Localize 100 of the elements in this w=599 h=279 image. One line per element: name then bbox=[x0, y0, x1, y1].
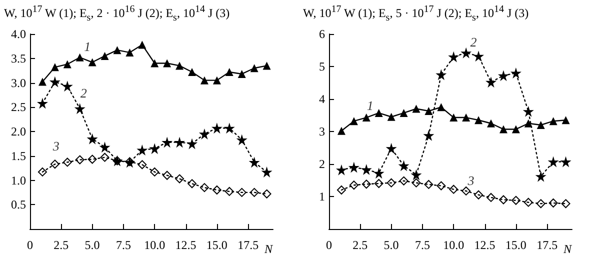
point bbox=[560, 156, 572, 168]
point bbox=[211, 122, 222, 134]
point bbox=[536, 121, 545, 129]
point bbox=[162, 170, 172, 180]
point bbox=[522, 106, 534, 117]
annotation: 1 bbox=[84, 39, 91, 54]
point bbox=[524, 119, 532, 128]
point bbox=[474, 116, 483, 124]
point bbox=[499, 125, 508, 134]
point bbox=[262, 62, 271, 70]
point bbox=[450, 114, 458, 122]
point bbox=[99, 142, 110, 153]
x-tick-label: 17.5 bbox=[238, 238, 259, 252]
point bbox=[424, 180, 434, 189]
x-tick-label: 7.5 bbox=[116, 238, 131, 252]
point bbox=[510, 68, 522, 78]
point bbox=[412, 104, 420, 113]
point bbox=[250, 64, 258, 72]
annotation: 2 bbox=[80, 85, 88, 100]
point bbox=[188, 68, 196, 76]
point bbox=[126, 48, 134, 57]
point bbox=[410, 169, 422, 180]
point bbox=[136, 144, 148, 156]
x-tick-label: 17.5 bbox=[536, 238, 558, 252]
x-axis-title: N bbox=[263, 242, 274, 256]
point bbox=[548, 198, 558, 208]
point bbox=[561, 199, 570, 208]
point bbox=[460, 47, 472, 58]
point bbox=[63, 60, 72, 68]
point bbox=[224, 122, 235, 134]
x-tick-label: 5.0 bbox=[384, 238, 399, 252]
point bbox=[261, 166, 272, 178]
y-tick-label: 1 bbox=[319, 190, 325, 204]
point bbox=[100, 152, 110, 162]
point bbox=[437, 103, 446, 112]
point bbox=[248, 156, 260, 168]
point bbox=[38, 78, 46, 86]
x-tick-label: 2.5 bbox=[352, 238, 368, 252]
x-tick-label: 10.0 bbox=[443, 238, 464, 252]
point bbox=[150, 59, 159, 68]
point bbox=[399, 176, 408, 186]
point bbox=[386, 142, 397, 154]
y-tick-label: 1.0 bbox=[11, 173, 26, 188]
point bbox=[474, 190, 484, 200]
point bbox=[350, 117, 358, 126]
point bbox=[88, 58, 96, 66]
point bbox=[336, 164, 347, 176]
x-tick-label: 7.5 bbox=[414, 238, 430, 252]
annotation: 1 bbox=[366, 98, 374, 113]
point bbox=[536, 199, 546, 208]
point bbox=[50, 160, 60, 169]
x-tick-label: 10.0 bbox=[144, 238, 166, 252]
x-tick-label: 2.5 bbox=[54, 238, 69, 252]
y-tick-label: 4 bbox=[319, 92, 325, 106]
point bbox=[448, 51, 460, 62]
point bbox=[511, 196, 520, 205]
point bbox=[36, 98, 48, 109]
y-tick-label: 3.5 bbox=[11, 51, 26, 66]
point bbox=[336, 186, 346, 194]
x-tick-label: 12.5 bbox=[175, 238, 196, 252]
point bbox=[473, 50, 484, 62]
y-tick-label: 0.5 bbox=[11, 198, 26, 212]
y-tick-label: 6 bbox=[319, 27, 325, 41]
point bbox=[386, 178, 396, 188]
point bbox=[138, 160, 147, 170]
point bbox=[113, 46, 122, 54]
point bbox=[88, 154, 97, 164]
annotation: 3 bbox=[466, 172, 475, 188]
point bbox=[373, 168, 384, 179]
point bbox=[62, 80, 73, 92]
text: W, 10$^{17}$ W (1); E$_{s}$, 5 · 10$^{17}$ J (2); E$_{s}$, 10$^{14}$ J (3) bbox=[303, 4, 529, 24]
text: W, 10$^{17}$ W (1); E$_{s}$, 2 · 10$^{16}$ J (2); E$_{s}$, 10$^{14}$ J (3) bbox=[4, 4, 230, 24]
x-tick-label: 0 bbox=[326, 238, 332, 252]
point bbox=[76, 53, 84, 62]
point bbox=[62, 158, 72, 167]
point bbox=[100, 52, 109, 60]
x-tick-label: 5.0 bbox=[84, 238, 100, 252]
y-tick-label: 1.5 bbox=[11, 148, 26, 163]
point bbox=[436, 181, 446, 190]
x-tick-label: 0 bbox=[27, 238, 33, 252]
point bbox=[436, 69, 447, 80]
point bbox=[562, 116, 570, 124]
point bbox=[86, 133, 98, 144]
point bbox=[74, 103, 86, 114]
point bbox=[498, 195, 508, 204]
point bbox=[237, 188, 246, 197]
point bbox=[50, 63, 59, 72]
point bbox=[374, 108, 383, 117]
point bbox=[176, 62, 184, 70]
point bbox=[535, 170, 546, 182]
point bbox=[362, 114, 370, 122]
x-axis-title: N bbox=[562, 242, 572, 256]
point bbox=[225, 68, 234, 76]
point bbox=[138, 40, 146, 49]
x-tick-label: 12.5 bbox=[474, 238, 496, 252]
point bbox=[512, 125, 520, 134]
point bbox=[462, 186, 471, 196]
y-tick-label: 2.5 bbox=[11, 100, 26, 114]
point bbox=[524, 198, 533, 207]
point bbox=[49, 76, 60, 88]
